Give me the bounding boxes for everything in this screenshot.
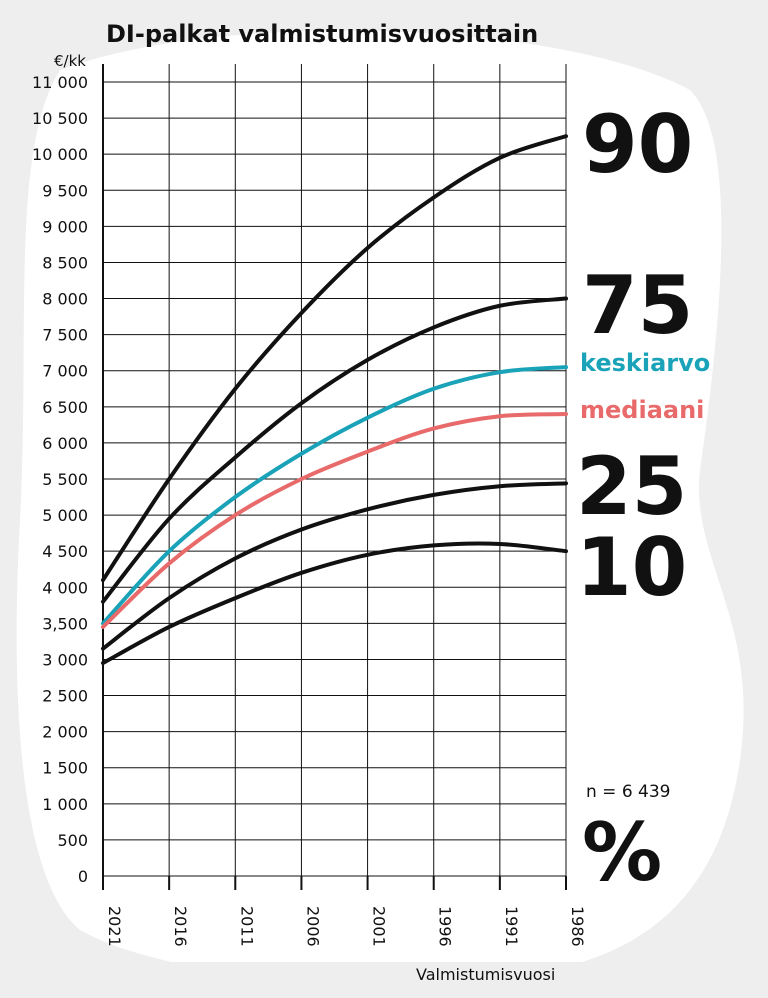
series-line-10: [101, 541, 568, 666]
percent-sign: %: [582, 806, 662, 899]
x-tick-labels: 2021 2016 2011 2006 2001 1996 1991 1986: [105, 906, 587, 947]
bottom-band: [0, 962, 768, 998]
y-tick-label: 10 000: [32, 145, 88, 164]
y-tick-label: 5 500: [42, 470, 88, 489]
series-line-keskiarvo: [101, 365, 568, 626]
y-tick-label: 7 000: [42, 362, 88, 381]
y-tick-label: 4 000: [42, 578, 88, 597]
series-line-90: [101, 134, 568, 583]
x-tick-label: 2016: [171, 906, 190, 947]
series-label-10: 10: [576, 521, 687, 614]
y-tick-label: 3 000: [42, 650, 88, 669]
x-axis-label: Valmistumisvuosi: [416, 965, 555, 984]
y-tick-label: 4 500: [42, 542, 88, 561]
y-tick-label: 6 500: [42, 398, 88, 417]
y-tick-label: 8 000: [42, 290, 88, 309]
y-tick-label: 9 500: [42, 181, 88, 200]
series-label-90: 90: [582, 98, 693, 191]
y-tick-label: 7 500: [42, 326, 88, 345]
x-tick-label: 1986: [568, 906, 587, 947]
x-tick-label: 2001: [370, 906, 389, 947]
sample-size-label: n = 6 439: [586, 782, 671, 802]
x-tick-label: 2006: [303, 906, 322, 947]
series-line-75: [101, 296, 568, 604]
y-tick-label: 500: [57, 831, 88, 850]
series-line-25: [101, 481, 568, 651]
x-tick-label: 2011: [237, 906, 256, 947]
series-label-keskiarvo: keskiarvo: [580, 349, 710, 377]
y-tick-label: 1 000: [42, 795, 88, 814]
chart-title: DI-palkat valmistumisvuosittain: [106, 20, 538, 48]
x-tick-label: 1991: [502, 906, 521, 947]
y-tick-label: 8 500: [42, 253, 88, 272]
y-tick-label: 5 000: [42, 506, 88, 525]
y-tick-label: 3,500: [42, 614, 88, 633]
y-tick-label: 9 000: [42, 217, 88, 236]
series-label-mediaani: mediaani: [580, 396, 704, 424]
series-line-mediaani: [101, 412, 568, 629]
series-label-75: 75: [582, 259, 693, 352]
y-tick-label: 2 500: [42, 687, 88, 706]
y-tick-label: 1 500: [42, 759, 88, 778]
y-tick-label: 6 000: [42, 434, 88, 453]
y-tick-label: 0: [78, 867, 88, 886]
y-tick-label: 11 000: [32, 73, 88, 92]
y-tick-label: 10 500: [32, 109, 88, 128]
y-tick-labels: 0 500 1 000 1 500 2 000 2 500 3 000 3,500 4 000 4…: [32, 73, 88, 886]
grid: [102, 64, 567, 890]
series-label-25: 25: [576, 440, 687, 533]
series-lines: [101, 134, 568, 666]
y-unit-label: €/kk: [54, 52, 86, 70]
x-tick-label: 1996: [436, 906, 455, 947]
x-tick-label: 2021: [105, 906, 124, 947]
y-tick-label: 2 000: [42, 723, 88, 742]
